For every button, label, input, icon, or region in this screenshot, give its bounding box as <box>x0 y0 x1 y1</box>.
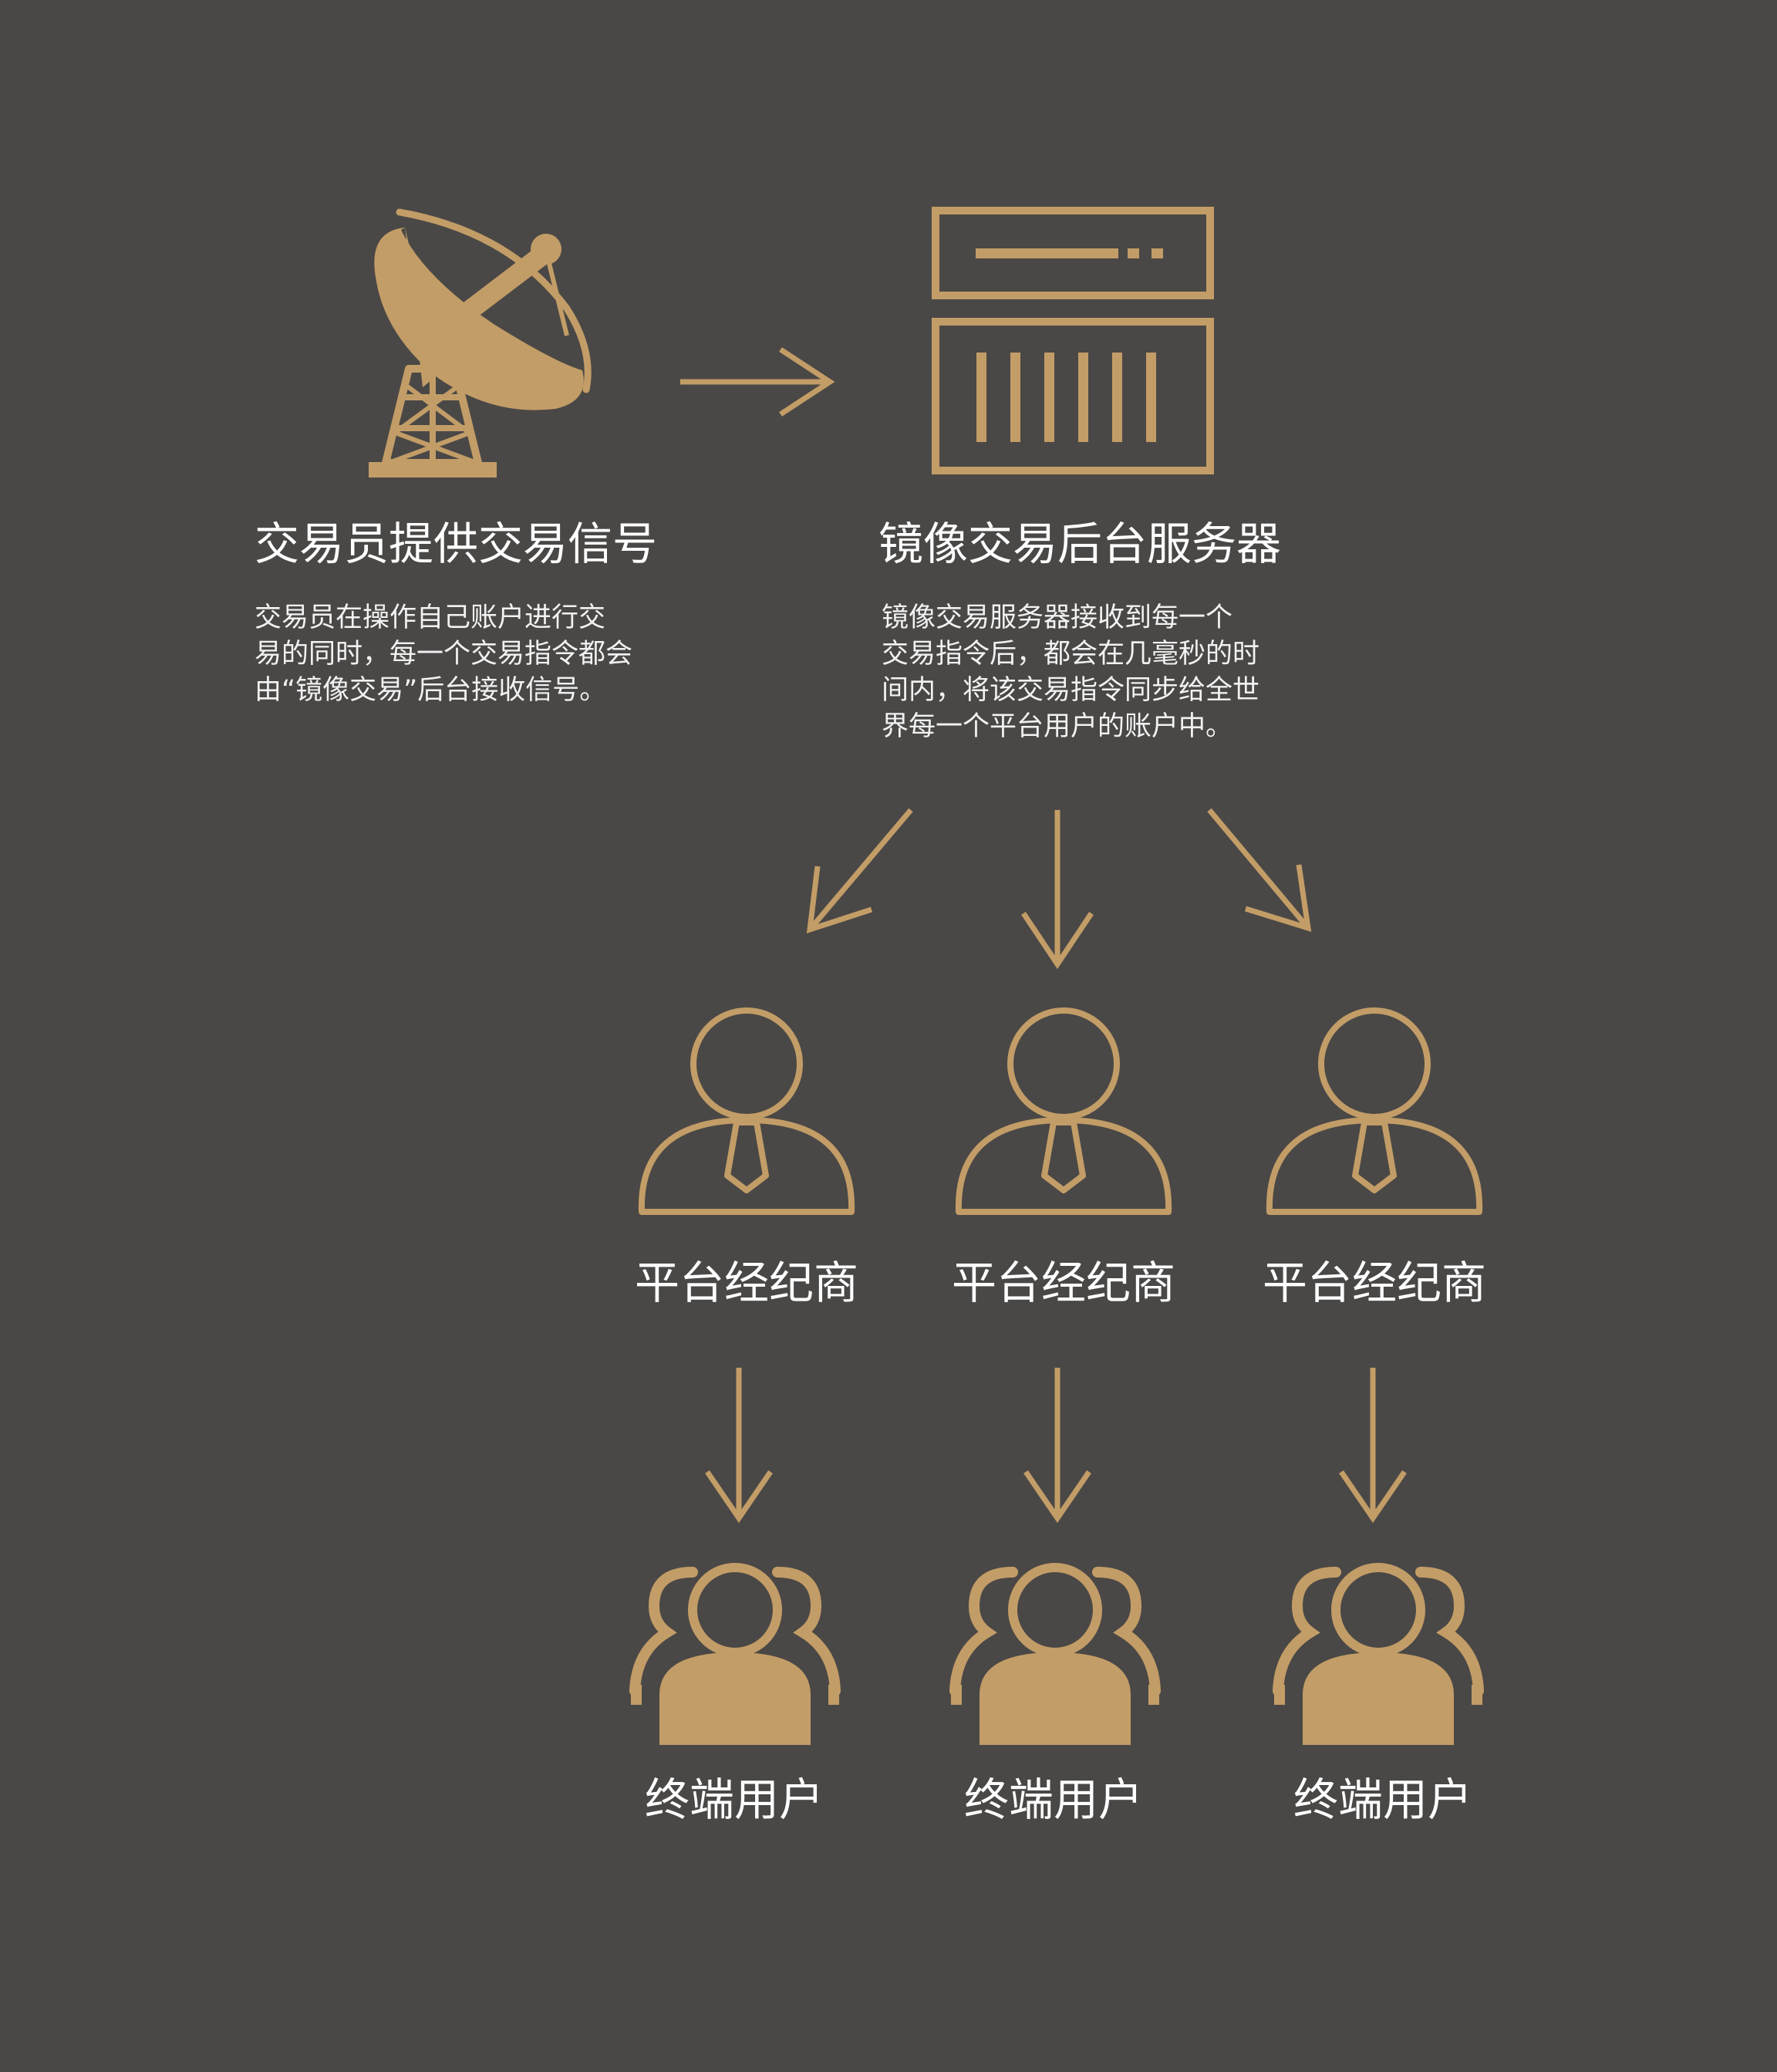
arrow-down-right-icon <box>1207 808 1312 932</box>
broker-label: 平台经纪商 <box>1262 1257 1486 1309</box>
server-icon <box>932 207 1214 474</box>
arrow-right-icon <box>680 347 835 417</box>
arrow-down-icon <box>705 1368 773 1524</box>
satellite-dish-icon <box>369 208 592 478</box>
arrow-down-left-icon <box>806 808 913 934</box>
end-user-label: 终端用户 <box>1293 1773 1472 1826</box>
end-user-label: 终端用户 <box>963 1773 1143 1826</box>
source-title: 交易员提供交易信号 <box>255 518 658 570</box>
source-description-line: 由“镜像交易”后台接收信号。 <box>255 675 607 706</box>
server-title: 镜像交易后台服务器 <box>878 518 1282 570</box>
source-description-line: 交易员在操作自己账户进行交 <box>255 602 606 633</box>
user-group-icon <box>1278 1567 1479 1745</box>
arrow-down-icon <box>1339 1368 1407 1524</box>
server-description-line: 界每一个平台用户的账户中。 <box>882 711 1233 742</box>
server-description-line: 镜像交易服务器接收到每一个 <box>882 602 1233 633</box>
broker-person-icon <box>959 1011 1168 1212</box>
end-user-label: 终端用户 <box>644 1773 824 1826</box>
user-group-icon <box>955 1567 1155 1745</box>
broker-person-icon <box>642 1011 851 1212</box>
user-group-icon <box>635 1567 835 1745</box>
arrow-down-icon <box>1021 810 1094 970</box>
source-description: 交易员在操作自己账户进行交 易的同时，每一个交易指令都会 由“镜像交易”后台接收… <box>255 600 632 709</box>
server-description-line: 交易指令后，都会在几毫秒的时 <box>882 639 1260 670</box>
broker-person-icon <box>1270 1011 1479 1212</box>
broker-label: 平台经纪商 <box>634 1257 858 1309</box>
broker-label: 平台经纪商 <box>951 1257 1175 1309</box>
server-description-line: 间内，将该交易指令同步给全世 <box>882 675 1260 706</box>
server-description: 镜像交易服务器接收到每一个 交易指令后，都会在几毫秒的时 间内，将该交易指令同步… <box>882 600 1259 745</box>
arrow-down-icon <box>1023 1368 1091 1524</box>
source-description-line: 易的同时，每一个交易指令都会 <box>255 639 633 670</box>
